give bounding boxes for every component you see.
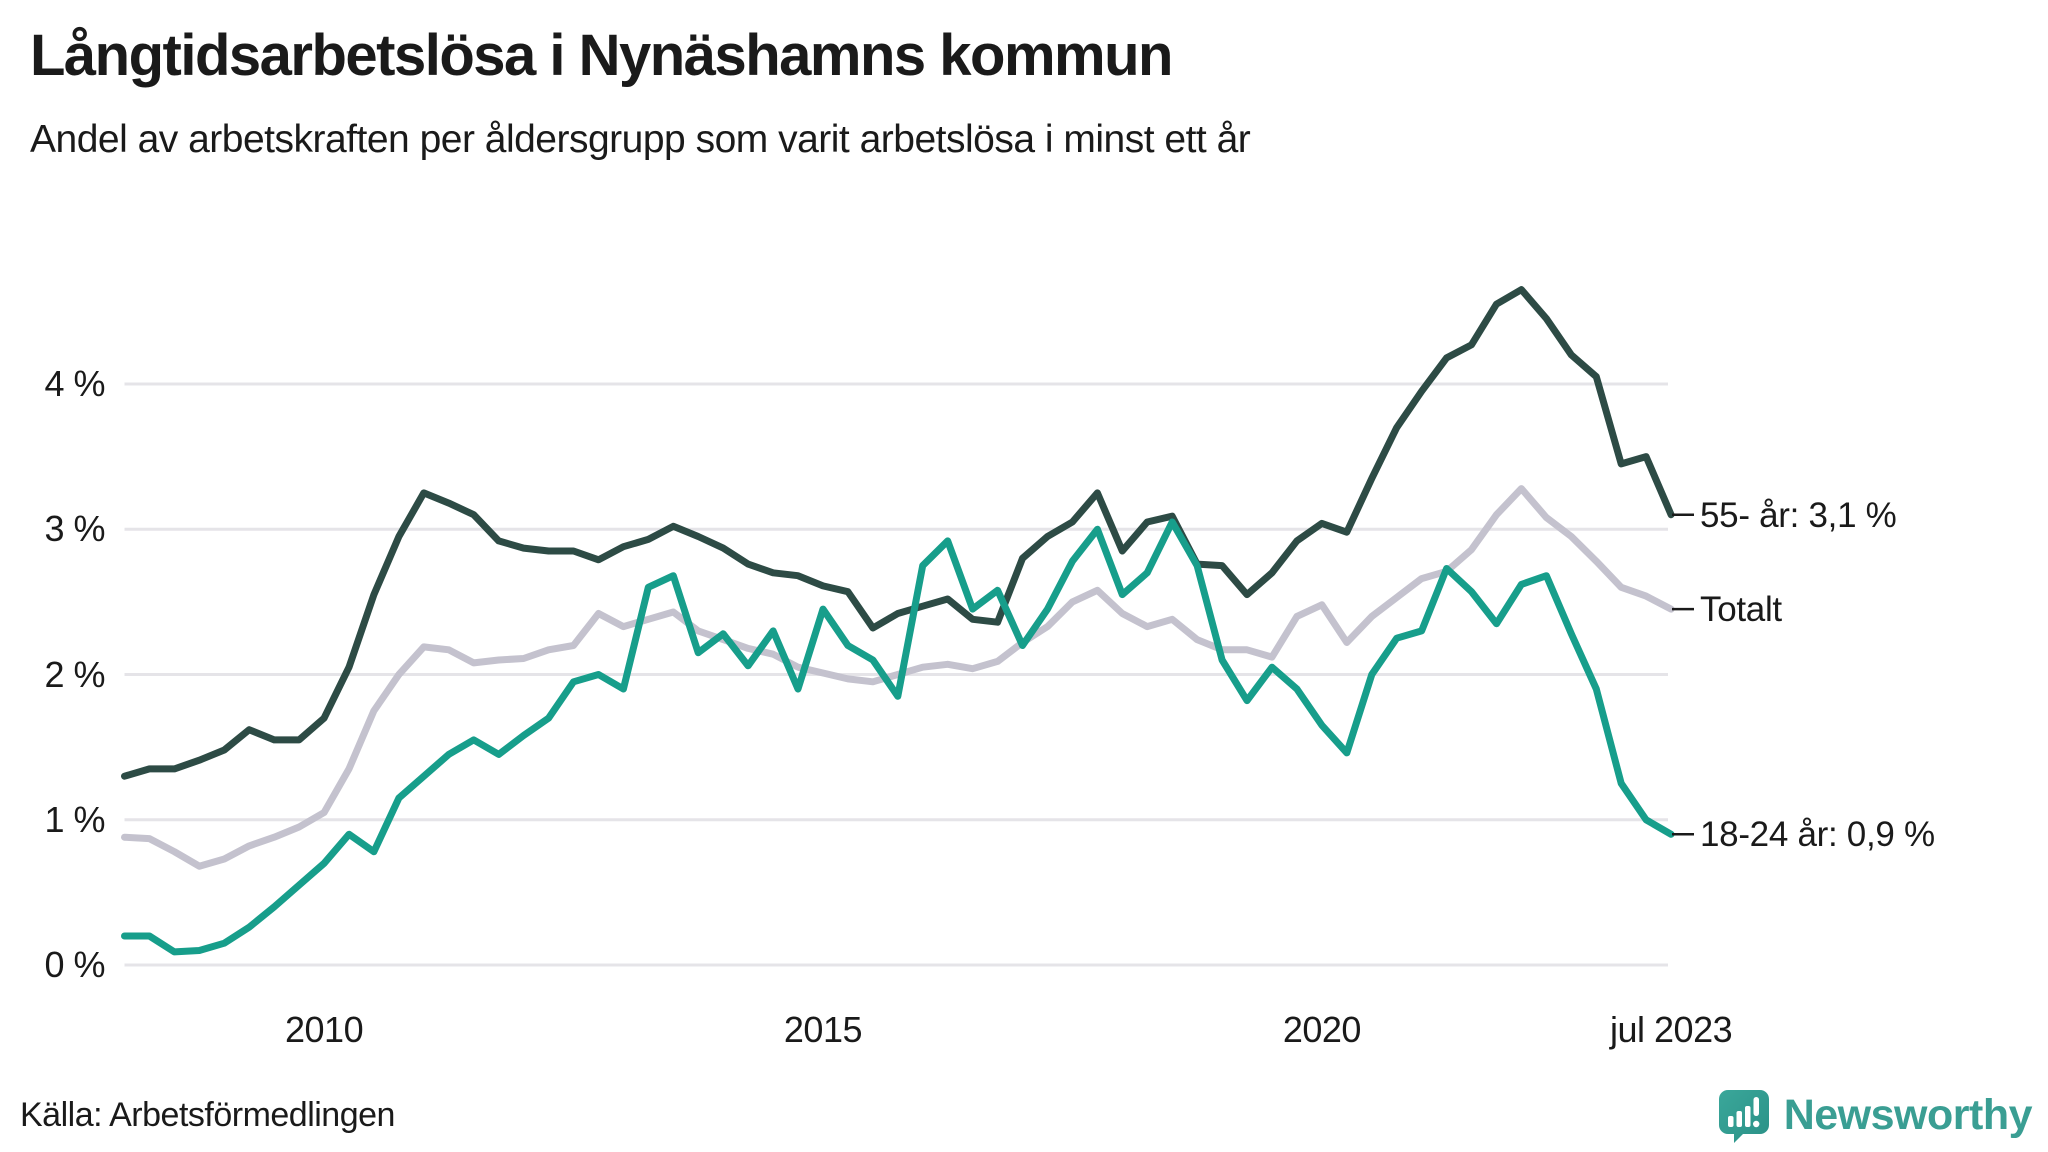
x-tick-label: 2010 bbox=[285, 1009, 364, 1050]
y-tick-label: 0 % bbox=[44, 944, 105, 985]
end-label-Totalt: Totalt bbox=[1700, 590, 1782, 630]
x-tick-label: 2015 bbox=[783, 1009, 863, 1050]
x-tick-label: jul 2023 bbox=[1610, 1009, 1733, 1050]
page-subtitle: Andel av arbetskraften per åldersgrupp s… bbox=[30, 118, 1251, 161]
series-line-55-år bbox=[121, 286, 1675, 780]
newsworthy-icon bbox=[1718, 1090, 1769, 1143]
series-line-Totalt bbox=[121, 485, 1675, 870]
series-line-18-24-år bbox=[121, 518, 1675, 956]
brand-logo: Newsworthy bbox=[1716, 1086, 2033, 1144]
y-tick-label: 4 % bbox=[44, 363, 105, 404]
y-tick-label: 2 % bbox=[44, 653, 105, 695]
x-tick-label: 2020 bbox=[1282, 1009, 1362, 1050]
brand-name: Newsworthy bbox=[1783, 1091, 2033, 1139]
y-tick-label: 1 % bbox=[44, 798, 105, 840]
source-note: Källa: Arbetsförmedlingen bbox=[20, 1096, 395, 1134]
end-label-18-24-år: 18-24 år: 0,9 % bbox=[1700, 815, 1935, 855]
y-tick-label: 3 % bbox=[44, 508, 105, 550]
page-title: Långtidsarbetslösa i Nynäshamns kommun bbox=[30, 23, 1173, 88]
end-label-55-år: 55- år: 3,1 % bbox=[1700, 495, 1897, 535]
